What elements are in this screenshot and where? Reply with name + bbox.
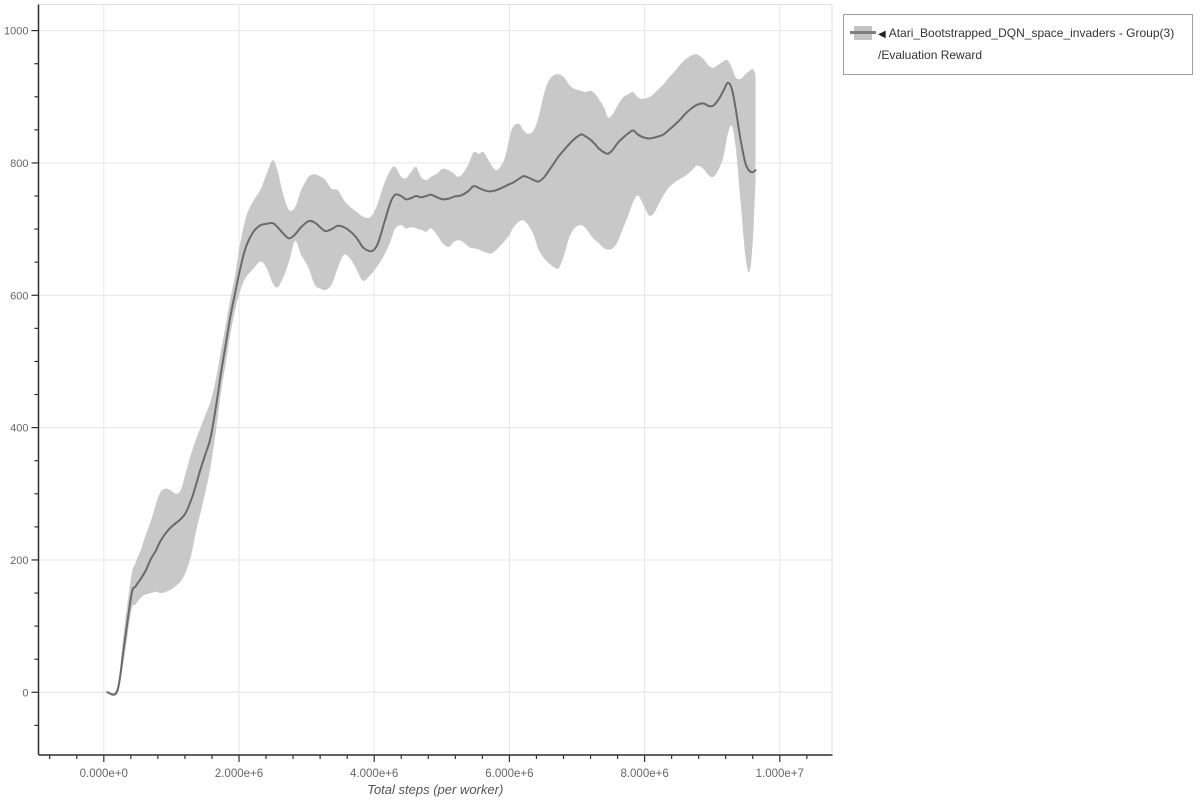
y-tick-label: 0 — [22, 687, 28, 699]
y-tick-label: 200 — [10, 555, 28, 567]
legend: ◀ Atari_Bootstrapped_DQN_space_invaders -… — [843, 14, 1193, 75]
y-tick-label: 400 — [10, 423, 28, 435]
legend-metric-path: /Evaluation Reward — [878, 48, 983, 62]
legend-entry[interactable]: ◀ Atari_Bootstrapped_DQN_space_invaders -… — [850, 23, 1183, 65]
y-tick-label: 1000 — [4, 26, 28, 38]
series-swatch-icon — [850, 26, 876, 40]
x-tick-label: 8.000e+6 — [620, 768, 668, 780]
mean-line — [106, 81, 757, 696]
x-tick-label: 1.000e+7 — [756, 768, 804, 780]
y-tick-label: 800 — [10, 158, 28, 170]
x-tick-label: 0.000e+0 — [80, 768, 128, 780]
collapse-triangle-icon: ◀ — [878, 29, 886, 40]
x-tick-label: 6.000e+6 — [485, 768, 533, 780]
legend-series-name: Atari_Bootstrapped_DQN_space_invaders - … — [888, 26, 1175, 40]
legend-label: ◀ Atari_Bootstrapped_DQN_space_invaders -… — [878, 23, 1174, 65]
x-axis-title: Total steps (per worker) — [367, 782, 503, 797]
x-tick-label: 2.000e+6 — [215, 768, 263, 780]
x-tick-label: 4.000e+6 — [350, 768, 398, 780]
series-line-icon — [850, 31, 876, 34]
y-tick-label: 600 — [10, 290, 28, 302]
confidence-band — [107, 54, 756, 695]
